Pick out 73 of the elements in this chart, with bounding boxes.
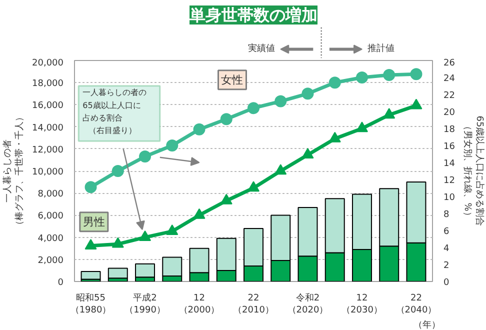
x-tick-label: 令和2（2020）: [287, 292, 328, 316]
y-tick-label: 4,000: [38, 234, 64, 244]
point: [139, 150, 152, 163]
y2-tick-label: 26: [444, 58, 456, 68]
x-tick-label: 昭和55（1980）: [70, 292, 112, 316]
x-tick-label: 22（2040）: [396, 294, 437, 316]
x-tick-label: 12（2030）: [342, 294, 382, 316]
point: [383, 68, 396, 81]
point: [220, 113, 232, 126]
point: [112, 165, 124, 177]
point: [248, 102, 260, 114]
y-tick-label: 6,000: [38, 212, 64, 222]
point: [193, 208, 206, 219]
point: [84, 238, 97, 250]
series-label: 男性: [82, 215, 105, 228]
y-tick-label: 12,000: [32, 145, 64, 156]
y-tick-label: 8,000: [38, 190, 64, 200]
y2-tick-label: 0: [444, 278, 450, 288]
bar: [80, 271, 101, 280]
point: [248, 181, 260, 192]
series-label: 女性: [221, 73, 244, 86]
y-axis-title: 一人暮らしの者（棒グラフ、千世帯・千人）: [2, 112, 26, 230]
text: 実績値: [248, 43, 276, 54]
point: [328, 76, 341, 89]
y-tick-label: 2,000: [38, 256, 64, 266]
y-tick-label: 20,000: [32, 58, 64, 68]
y2-tick-label: 24: [444, 74, 456, 84]
point: [274, 95, 287, 108]
y2-tick-label: 10: [444, 193, 456, 203]
point: [220, 194, 232, 204]
x-tick-label: 平成2（1990）: [124, 292, 166, 316]
y-tick-label: 14,000: [32, 123, 64, 134]
y-tick-label: 0: [58, 278, 64, 288]
y2-tick-label: 2: [444, 261, 450, 271]
annotation: 65歳以上人口に: [82, 100, 141, 110]
point: [84, 181, 97, 194]
point: [410, 98, 422, 110]
y2-tick-label: 16: [444, 142, 456, 152]
point: [383, 108, 396, 119]
y2-tick-label: 20: [444, 108, 456, 118]
annotation: （右目盛り）: [88, 126, 137, 136]
text: 推計値: [367, 43, 394, 54]
x-tick-label: 22（2010）: [233, 294, 274, 316]
chart-title: 単身世帯数の増加: [188, 6, 318, 24]
y2-axis-title: 65歳以上人口に占める割合（男女別、折れ線、%）: [462, 116, 485, 226]
y2-tick-label: 14: [444, 159, 456, 169]
point: [302, 148, 314, 159]
point: [139, 230, 152, 241]
point: [166, 224, 178, 236]
point: [193, 123, 206, 136]
point: [356, 72, 368, 84]
y2-tick-label: 6: [444, 227, 450, 237]
point: [302, 88, 314, 100]
annotation: 一人暮らしの者の: [82, 88, 147, 98]
point: [112, 237, 124, 248]
bar: [135, 263, 156, 278]
x-tick-label: 12（2000）: [178, 294, 220, 316]
text: （年）: [414, 320, 440, 330]
point: [410, 68, 422, 80]
point: [274, 164, 287, 175]
y2-tick-label: 18: [444, 125, 456, 135]
y2-tick-label: 8: [444, 210, 450, 220]
y2-tick-label: 12: [444, 176, 455, 186]
y2-tick-label: 22: [444, 91, 455, 101]
point: [166, 140, 178, 152]
annotation: 占める割合: [82, 114, 123, 123]
y-tick-label: 18,000: [32, 79, 64, 90]
point: [356, 122, 368, 132]
bar: [108, 268, 128, 279]
point: [328, 132, 341, 142]
y-tick-label: 10,000: [32, 168, 64, 178]
y-tick-label: 16,000: [32, 101, 64, 112]
y2-tick-label: 4: [444, 244, 450, 254]
